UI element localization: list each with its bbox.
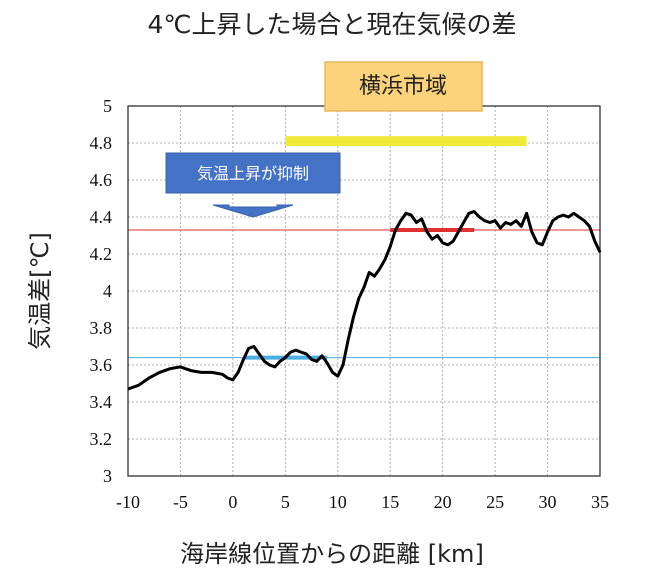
y-tick-label: 4.2 bbox=[90, 244, 113, 264]
y-tick-label: 3.2 bbox=[90, 429, 113, 449]
y-tick-labels: 3 3.2 3.4 3.6 3.8 4 4.2 4.4 4.6 4.8 5 bbox=[90, 96, 113, 486]
x-tick-label: 25 bbox=[486, 492, 504, 512]
y-tick-label: 3.6 bbox=[90, 355, 113, 375]
down-arrow-icon bbox=[212, 204, 294, 218]
x-tick-label: 0 bbox=[228, 492, 237, 512]
region-label-background bbox=[324, 61, 483, 112]
x-tick-label: 10 bbox=[329, 492, 347, 512]
callout-label: 気温上昇が抑制 bbox=[197, 164, 309, 183]
x-axis-label: 海岸線位置からの距離 [km] bbox=[180, 540, 484, 568]
chart-title: 4℃上昇した場合と現在気候の差 bbox=[148, 10, 517, 39]
y-axis-label: 気温差[℃] bbox=[26, 232, 54, 350]
y-tick-label: 3 bbox=[103, 466, 112, 486]
y-tick-label: 4.4 bbox=[90, 207, 113, 227]
series bbox=[127, 210, 602, 391]
x-tick-label: 35 bbox=[591, 492, 609, 512]
y-tick-label: 4 bbox=[103, 281, 112, 301]
x-tick-label: 20 bbox=[434, 492, 452, 512]
reference-lines bbox=[128, 229, 600, 359]
y-tick-label: 4.8 bbox=[90, 133, 113, 153]
x-tick-label: 5 bbox=[281, 492, 290, 512]
region-label-box: 横浜市域 bbox=[324, 61, 483, 112]
x-tick-labels: -10 -5 0 5 10 15 20 25 30 35 bbox=[116, 492, 609, 512]
mean-segments bbox=[243, 227, 475, 360]
x-tick-label: 15 bbox=[381, 492, 399, 512]
callout-background bbox=[165, 152, 341, 194]
y-tick-label: 3.4 bbox=[90, 392, 113, 412]
region-label: 横浜市域 bbox=[359, 74, 447, 99]
series-line bbox=[127, 210, 602, 391]
y-tick-label: 3.8 bbox=[90, 318, 113, 338]
x-tick-label: -5 bbox=[173, 492, 188, 512]
x-tick-label: -10 bbox=[116, 492, 140, 512]
x-tick-label: 30 bbox=[539, 492, 557, 512]
callout-box: 気温上昇が抑制 bbox=[165, 152, 341, 194]
y-tick-label: 5 bbox=[103, 96, 112, 116]
y-tick-label: 4.6 bbox=[90, 170, 113, 190]
